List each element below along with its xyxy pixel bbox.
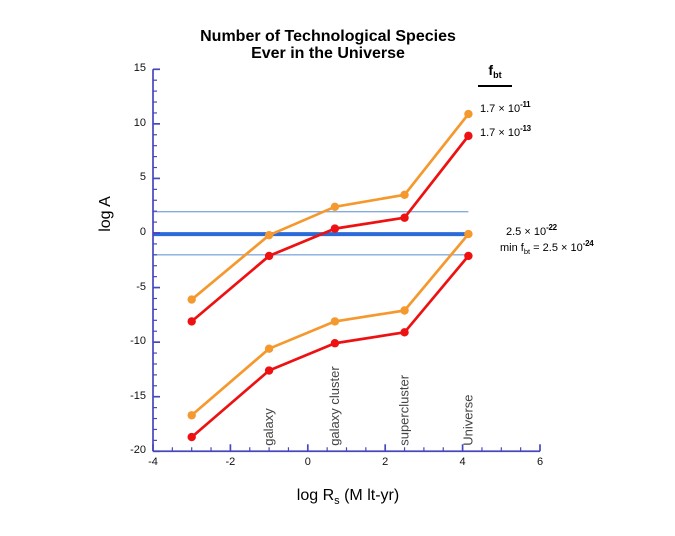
data-point-lower-red — [330, 339, 340, 348]
category-label-galaxy: galaxy — [261, 408, 276, 446]
text-part: (M lt-yr) — [339, 487, 400, 504]
y-tick-label: 0 — [139, 226, 146, 238]
chart-title-line2: Ever in the Universe — [251, 45, 405, 62]
legend-underline — [478, 85, 512, 87]
data-point-lower-orange — [464, 229, 473, 239]
data-point-upper-orange — [264, 230, 274, 240]
data-point-lower-red — [400, 328, 409, 337]
series-line-upper-red — [190, 134, 470, 323]
data-point-upper-orange — [400, 190, 409, 200]
annotation-fbt-1.7e-13: 1.7 × 10-13 — [480, 124, 531, 139]
x-axis-title: log Rs (M lt-yr) — [248, 487, 448, 507]
annotation-fbt-2.5e-22: 2.5 × 10-22 — [506, 223, 557, 238]
y-tick-label: 15 — [133, 62, 146, 75]
subscript: s — [334, 495, 340, 507]
x-tick-label: -2 — [225, 456, 236, 469]
x-tick-label: 4 — [459, 456, 466, 469]
chart-title-line1: Number of Technological Species — [200, 28, 456, 45]
y-tick-label: 10 — [133, 116, 146, 129]
annotation-min-fbt-2.5e-24: min fbt = 2.5 × 10-24 — [500, 239, 594, 256]
y-tick-label: -10 — [130, 335, 146, 348]
annotation-fbt-1.7e-11: 1.7 × 10-11 — [480, 100, 531, 115]
data-point-lower-orange — [187, 411, 196, 420]
data-point-lower-orange — [264, 344, 274, 353]
text-part: f — [488, 62, 494, 78]
category-label-Universe: Universe — [460, 394, 475, 445]
data-point-upper-red — [464, 131, 473, 141]
text-part: 1.7 × 10 — [480, 127, 521, 139]
text-part: min f — [500, 242, 524, 254]
data-point-upper-red — [187, 317, 196, 326]
data-point-upper-orange — [330, 202, 340, 212]
y-tick-label: 5 — [139, 171, 146, 184]
data-point-lower-orange — [400, 306, 409, 315]
legend-header: fbt — [475, 62, 515, 87]
legend-header-label: fbt — [475, 62, 515, 80]
data-point-upper-orange — [464, 109, 473, 119]
subscript: bt — [493, 70, 502, 80]
x-tick-label: 0 — [304, 456, 311, 469]
data-point-lower-orange — [330, 317, 340, 326]
chart-title: Number of Technological Species Ever in … — [118, 28, 538, 62]
y-tick-label: -5 — [136, 280, 146, 293]
x-tick-label: 2 — [382, 456, 389, 469]
y-tick-label: -20 — [130, 444, 146, 457]
superscript: -22 — [546, 223, 557, 232]
data-point-lower-red — [187, 432, 196, 442]
category-label-galaxy-cluster: galaxy cluster — [327, 366, 342, 446]
data-point-upper-red — [330, 224, 340, 233]
data-point-upper-red — [400, 213, 409, 222]
x-tick-label: 6 — [536, 456, 544, 469]
data-point-lower-red — [464, 251, 473, 261]
x-tick-label: -4 — [148, 456, 158, 469]
y-tick-label: -15 — [130, 389, 146, 402]
text-part: 2.5 × 10 — [506, 226, 547, 238]
superscript: -11 — [520, 100, 531, 109]
data-point-lower-red — [264, 366, 274, 375]
text-part: 1.7 × 10 — [480, 103, 521, 115]
series-line-upper-orange — [190, 112, 470, 301]
subscript: bt — [523, 247, 531, 256]
category-label-supercluster: supercluster — [397, 374, 412, 445]
data-point-upper-red — [264, 251, 274, 261]
superscript: -24 — [582, 239, 594, 248]
text-part: = 2.5 × 10 — [530, 242, 583, 254]
data-point-upper-orange — [187, 295, 196, 304]
text-part: log R — [296, 487, 335, 504]
superscript: -13 — [520, 124, 531, 133]
